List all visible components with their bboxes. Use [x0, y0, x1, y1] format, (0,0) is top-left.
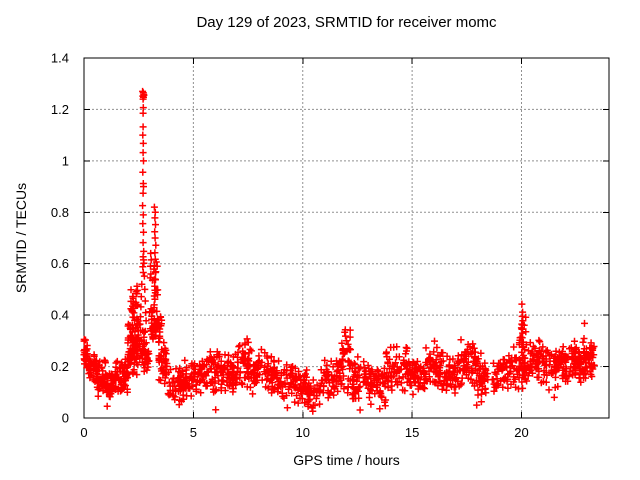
- y-tick-label: 1.2: [51, 102, 69, 117]
- y-tick-label: 0.4: [51, 308, 69, 323]
- x-tick-label: 5: [190, 425, 197, 440]
- x-tick-label: 20: [514, 425, 528, 440]
- x-tick-label: 0: [80, 425, 87, 440]
- y-tick-labels: 0 0.2 0.4 0.6 0.8 1 1.2 1.4: [51, 51, 69, 426]
- x-axis-label: GPS time / hours: [293, 452, 400, 468]
- chart-title: Day 129 of 2023, SRMTID for receiver mom…: [196, 14, 497, 31]
- y-tick-label: 0: [62, 411, 69, 426]
- data-points: [80, 87, 598, 415]
- y-tick-label: 0.6: [51, 256, 69, 271]
- y-tick-label: 0.8: [51, 205, 69, 220]
- y-tick-label: 0.2: [51, 359, 69, 374]
- y-tick-label: 1: [62, 153, 69, 168]
- x-tick-label: 15: [405, 425, 419, 440]
- y-tick-label: 1.4: [51, 51, 69, 66]
- plot-border: [83, 57, 610, 419]
- x-tick-labels: 0 5 10 15 20: [80, 425, 528, 440]
- x-tick-label: 10: [296, 425, 310, 440]
